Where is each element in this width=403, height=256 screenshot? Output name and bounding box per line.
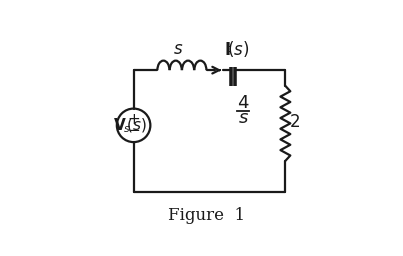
- Text: $\mathbf{I}$$\!\mathit{(s)}$: $\mathbf{I}$$\!\mathit{(s)}$: [224, 39, 250, 59]
- Text: Figure  1: Figure 1: [168, 207, 245, 224]
- Text: $s$: $s$: [237, 109, 249, 127]
- Text: +: +: [127, 112, 140, 127]
- Text: $2$: $2$: [289, 113, 300, 131]
- Text: $\mathbf{V}_{\!\mathit{s}}\!\mathit{(s)}$: $\mathbf{V}_{\!\mathit{s}}\!\mathit{(s)}…: [113, 116, 147, 135]
- Text: $s$: $s$: [173, 40, 183, 58]
- Text: −: −: [127, 123, 140, 138]
- Text: $4$: $4$: [237, 94, 249, 112]
